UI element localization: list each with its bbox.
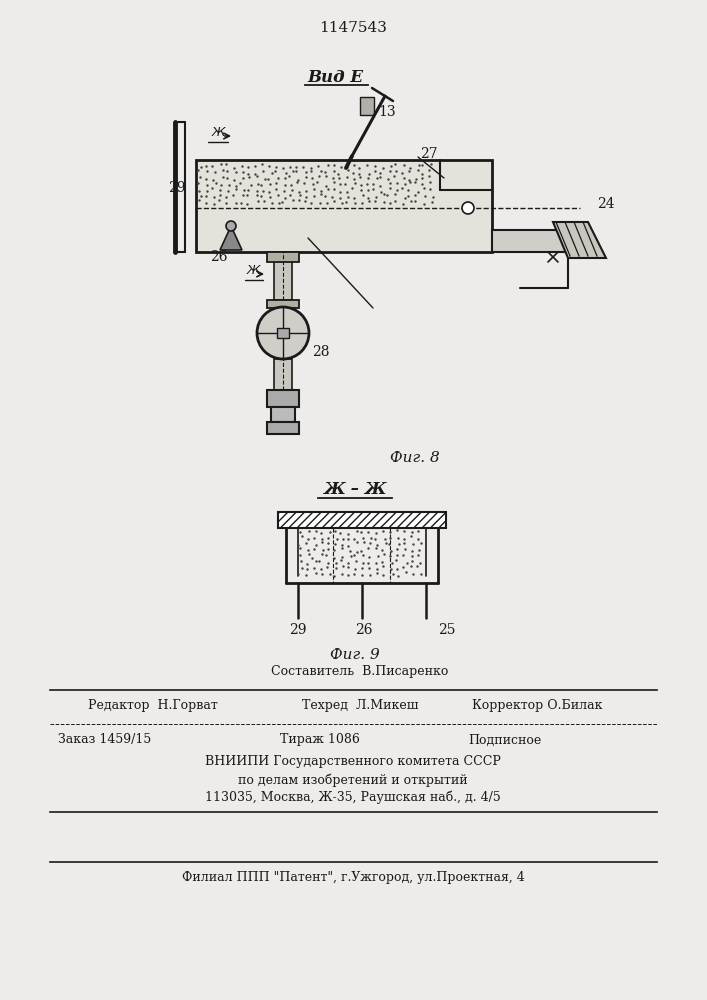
Text: 29: 29 — [289, 623, 307, 637]
Bar — [277, 328, 289, 338]
Text: Заказ 1459/15: Заказ 1459/15 — [58, 734, 151, 746]
Bar — [271, 407, 295, 422]
Text: Подписное: Подписное — [468, 734, 542, 746]
Text: 1147543: 1147543 — [319, 21, 387, 35]
Polygon shape — [553, 222, 606, 258]
Bar — [278, 512, 446, 528]
Bar — [267, 390, 299, 407]
Text: Фиг. 8: Фиг. 8 — [390, 451, 440, 465]
Bar — [274, 359, 292, 390]
Text: Корректор О.Билак: Корректор О.Билак — [472, 700, 602, 712]
Text: 28: 28 — [312, 345, 329, 359]
Text: 24: 24 — [597, 197, 614, 211]
Text: Составитель  В.Писаренко: Составитель В.Писаренко — [271, 666, 449, 678]
Text: Тираж 1086: Тираж 1086 — [280, 734, 360, 746]
Text: Ж: Ж — [246, 263, 259, 276]
Circle shape — [226, 221, 236, 231]
Bar — [492, 230, 570, 252]
Text: 13: 13 — [378, 105, 396, 119]
Bar — [267, 252, 299, 262]
Text: 26: 26 — [210, 250, 228, 264]
Text: 113035, Москва, Ж-35, Раушская наб., д. 4/5: 113035, Москва, Ж-35, Раушская наб., д. … — [205, 790, 501, 804]
Text: по делам изобретений и открытий: по делам изобретений и открытий — [238, 773, 468, 787]
Text: Филиал ППП "Патент", г.Ужгород, ул.Проектная, 4: Филиал ППП "Патент", г.Ужгород, ул.Проек… — [182, 871, 525, 884]
Text: 29: 29 — [168, 181, 186, 195]
Text: Вид Е: Вид Е — [307, 70, 363, 87]
Text: 25: 25 — [438, 623, 455, 637]
Text: Ж: Ж — [211, 125, 225, 138]
Bar — [274, 252, 292, 300]
Text: Редактор  Н.Горват: Редактор Н.Горват — [88, 700, 218, 712]
Circle shape — [257, 307, 309, 359]
Circle shape — [462, 202, 474, 214]
Text: Ж – Ж: Ж – Ж — [323, 482, 387, 498]
Bar — [267, 422, 299, 434]
Bar — [267, 300, 299, 308]
Text: Фиг. 9: Фиг. 9 — [330, 648, 380, 662]
Bar — [196, 160, 492, 252]
Bar — [360, 97, 374, 115]
Text: ВНИИПИ Государственного комитета СССР: ВНИИПИ Государственного комитета СССР — [205, 756, 501, 768]
Text: 26: 26 — [355, 623, 373, 637]
Polygon shape — [220, 226, 242, 250]
Text: Техред  Л.Микеш: Техред Л.Микеш — [302, 700, 419, 712]
Text: 27: 27 — [420, 147, 438, 161]
